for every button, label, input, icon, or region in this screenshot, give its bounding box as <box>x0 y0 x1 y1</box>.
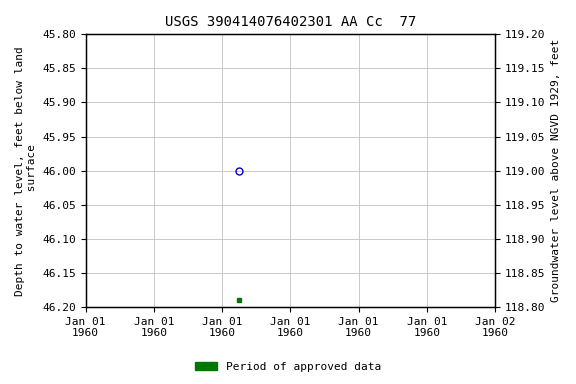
Y-axis label: Depth to water level, feet below land
 surface: Depth to water level, feet below land su… <box>15 46 37 296</box>
Legend: Period of approved data: Period of approved data <box>191 358 385 377</box>
Y-axis label: Groundwater level above NGVD 1929, feet: Groundwater level above NGVD 1929, feet <box>551 39 561 302</box>
Title: USGS 390414076402301 AA Cc  77: USGS 390414076402301 AA Cc 77 <box>165 15 416 29</box>
